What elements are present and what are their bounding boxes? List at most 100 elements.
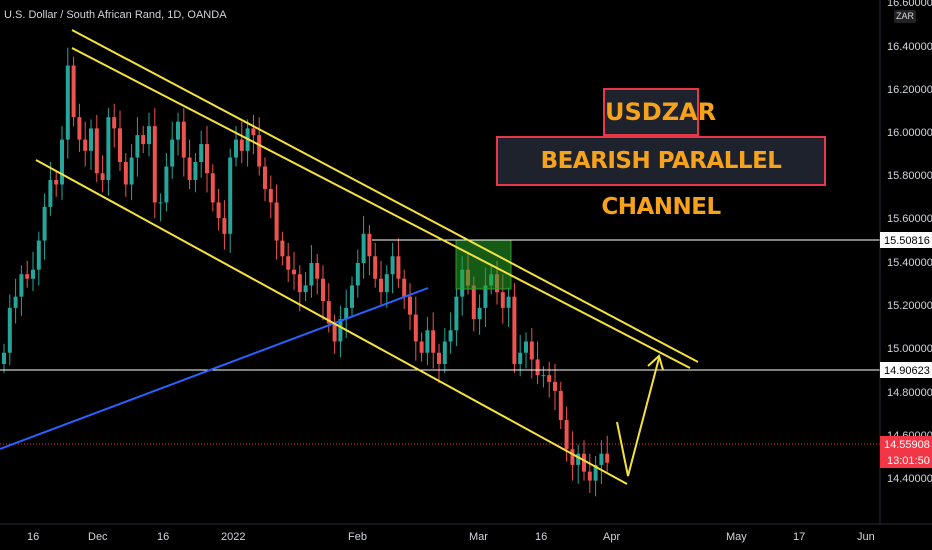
candle-body [477,307,482,320]
candle-body [210,173,215,203]
candle-body [350,285,354,308]
candle-body [338,319,343,342]
candle-body [292,269,296,275]
candle-body [483,285,488,308]
candle-body [216,202,221,219]
candle-body [19,274,24,297]
y-tick-label: 16.60000 [887,0,932,9]
candle-body [500,292,505,308]
candle-body [379,278,383,293]
y-tick-label: 15.20000 [887,300,932,312]
x-tick-label: Feb [348,531,367,543]
candle-body [205,144,209,174]
candle-body [431,330,436,353]
candle-body [280,240,285,257]
x-tick-label: Mar [469,531,488,543]
candle-body [529,341,534,360]
candle-body [332,323,337,342]
symbol-title: U.S. Dollar / South African Rand, 1D, OA… [4,9,227,21]
candle-body [170,139,175,167]
y-tick-label: 15.00000 [887,343,932,355]
x-tick-label: 16 [27,531,39,543]
candle-body [408,296,412,315]
candle-body [234,139,238,158]
last-price-text: 14.55908 [884,439,930,451]
channel-lower-line[interactable] [35,159,628,485]
candle-body [176,121,180,140]
y-tick-label: 15.80000 [887,170,932,182]
candle-body [181,121,186,158]
candle-body [587,471,592,481]
candle-body [582,453,586,472]
candle-body [553,381,557,391]
candle-body [593,464,598,481]
channel-upper-line[interactable] [71,29,699,363]
candle-body [141,135,146,145]
candle-body [570,449,575,465]
y-tick-label: 15.40000 [887,257,932,269]
candle-body [454,296,459,331]
last-price-tag [880,436,932,468]
y-tick-label: 14.40000 [887,473,932,485]
candle-body [413,314,418,342]
candle-body [257,135,262,167]
candle-body [83,139,88,151]
candle-body [384,274,389,293]
candle-body [373,256,378,279]
candle-body [326,301,331,324]
candle-body [361,233,366,263]
x-tick-label: Jun [857,531,875,543]
candle-body [123,162,128,185]
candle-body [321,278,325,302]
candle-body [506,296,511,308]
time-axis[interactable]: 16 Dec 16 2022 Feb Mar 16 Apr May 17 Jun [27,531,875,543]
candle-body [60,139,64,185]
candle-body [164,166,169,203]
candle-body [518,352,523,364]
countdown-text: 13:01:50 [887,455,930,467]
candle-body [442,341,447,364]
candle-body [541,375,546,377]
candle-body [396,256,401,279]
x-tick-label: 17 [793,531,805,543]
candle-body [106,117,111,180]
channel-upper-inner-line[interactable] [71,47,691,369]
candle-body [112,117,117,129]
candle-body [558,390,563,421]
candle-body [535,359,540,376]
candle-body [118,128,122,163]
candle-body [437,352,441,364]
candle-body [199,144,204,163]
candle-body [71,65,76,118]
candle-body [152,126,157,203]
candle-body [425,330,430,353]
price-axis[interactable]: 16.60000 16.40000 16.20000 16.00000 15.8… [887,0,932,485]
annotation-subtitle: BEARISH PARALLEL CHANNEL [496,136,826,220]
x-tick-label: Apr [603,531,620,543]
candle-body [367,233,372,257]
candle-body [13,296,18,308]
support-price-tag [880,362,932,378]
candle-body [228,157,233,234]
y-tick-label: 15.60000 [887,213,932,225]
candle-body [2,352,6,364]
y-tick-label: 16.00000 [887,127,932,139]
candle-body [512,296,517,364]
candle-body [42,206,47,241]
candle-body [94,128,99,174]
x-tick-label: 16 [157,531,169,543]
blue-trendline[interactable] [0,287,429,450]
candles-layer [2,47,610,497]
candle-body [315,263,320,279]
candle-body [355,263,360,286]
candle-body [7,307,12,353]
currency-badge[interactable]: ZAR [894,10,916,23]
candle-body [25,274,30,279]
candle-body [268,188,273,203]
candle-body [605,453,610,463]
x-tick-label: May [726,531,747,543]
candle-body [309,263,314,286]
candle-body [448,330,453,342]
candle-body [344,307,349,320]
